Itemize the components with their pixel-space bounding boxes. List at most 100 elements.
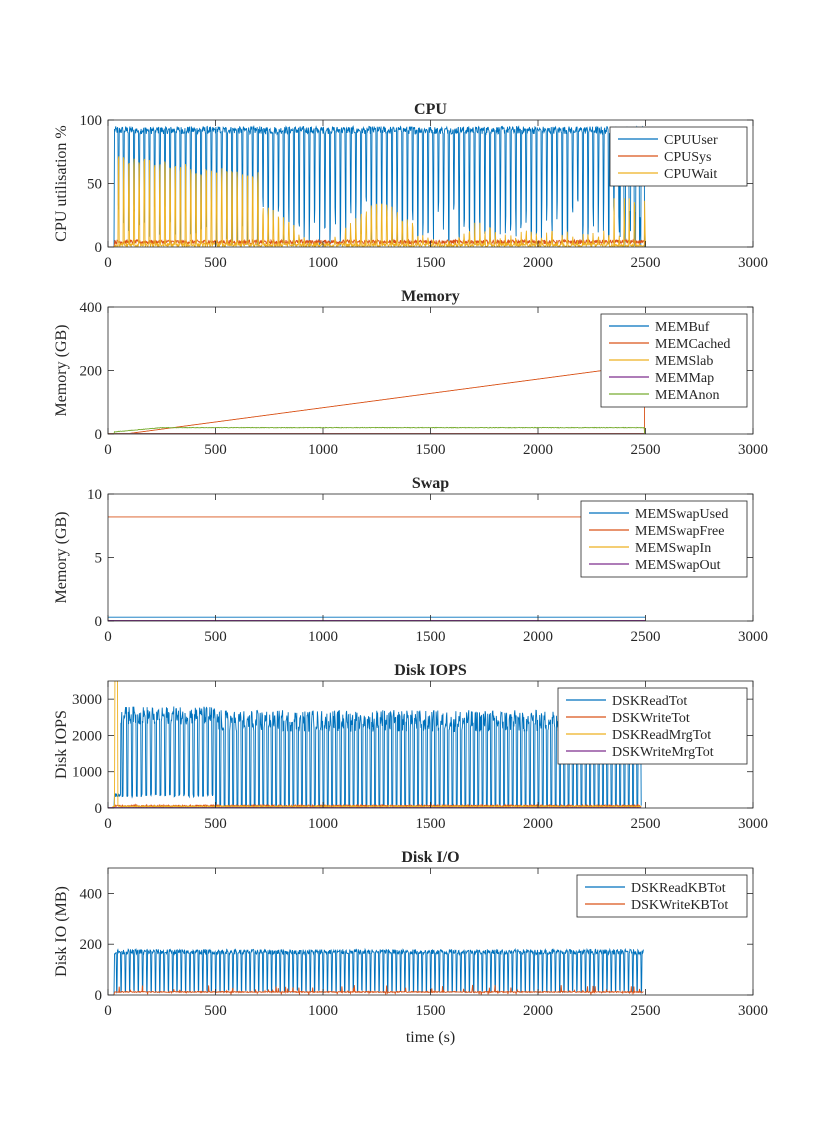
y-tick-label: 0 [95, 614, 103, 630]
x-tick-label: 2000 [523, 255, 553, 271]
series-line-dskreadkbtot [108, 947, 644, 995]
series-group [108, 947, 644, 995]
x-tick-label: 1000 [308, 629, 338, 645]
x-tick-label: 2500 [631, 255, 661, 271]
x-tick-label: 500 [204, 1003, 227, 1019]
y-axis-label: Disk IO (MB) [53, 886, 70, 977]
legend: CPUUser CPUSys CPUWait [609, 126, 748, 187]
legend-entry-dskreadtot: DSKReadTot [612, 694, 687, 709]
series-group [108, 681, 642, 808]
x-tick-label: 1000 [308, 255, 338, 271]
chart-title: Disk I/O [401, 849, 459, 866]
legend: MEMBuf MEMCached MEMSlab MEMMap MEMAnon [600, 313, 748, 408]
x-tick-label: 0 [104, 1003, 112, 1019]
chart-title: Memory [401, 288, 460, 305]
x-tick-label: 500 [204, 629, 227, 645]
series-line-dskwritekbtot [108, 984, 644, 995]
legend-entry-memswapout: MEMSwapOut [635, 558, 721, 573]
legend-entry-membuf: MEMBuf [655, 320, 710, 335]
legend-box [580, 500, 748, 578]
x-tick-label: 0 [104, 442, 112, 458]
y-tick-label: 0 [95, 801, 103, 817]
x-tick-label: 1500 [416, 442, 446, 458]
x-tick-label: 3000 [738, 1003, 768, 1019]
legend-entry-memswapused: MEMSwapUsed [635, 507, 728, 522]
series-line-memanon [108, 426, 646, 434]
y-axis-label: Disk IOPS [53, 710, 70, 779]
legend-entry-memanon: MEMAnon [655, 388, 720, 403]
y-tick-label: 3000 [72, 692, 102, 708]
legend-entry-memslab: MEMSlab [655, 354, 713, 369]
legend-entry-cpuwait: CPUWait [664, 167, 717, 182]
legend-entry-dskwritemrgtot: DSKWriteMrgTot [612, 745, 714, 760]
x-tick-label: 500 [204, 442, 227, 458]
legend-entry-dskreadkbtot: DSKReadKBTot [631, 881, 726, 896]
chart-title: CPU [414, 101, 447, 118]
x-tick-label: 0 [104, 816, 112, 832]
y-tick-label: 0 [95, 240, 103, 256]
y-axis-label: CPU utilisation % [53, 125, 70, 241]
y-tick-label: 50 [87, 177, 102, 193]
legend: MEMSwapUsed MEMSwapFree MEMSwapIn MEMSwapOu… [580, 500, 748, 578]
y-tick-label: 200 [80, 364, 103, 380]
y-tick-label: 0 [95, 988, 103, 1004]
y-tick-label: 0 [95, 427, 103, 443]
x-tick-label: 1000 [308, 442, 338, 458]
legend-entry-memcached: MEMCached [655, 337, 730, 352]
x-tick-label: 2000 [523, 442, 553, 458]
x-tick-label: 0 [104, 255, 112, 271]
legend: DSKReadKBTot DSKWriteKBTot [576, 874, 748, 918]
chart-title: Disk IOPS [394, 662, 467, 679]
x-tick-label: 2500 [631, 442, 661, 458]
legend-entry-dskwritekbtot: DSKWriteKBTot [631, 898, 728, 913]
y-axis-label: Memory (GB) [53, 512, 70, 604]
series-line-dskreadmrgtot [108, 681, 642, 808]
chart-title: Swap [412, 475, 449, 492]
x-tick-label: 1500 [416, 629, 446, 645]
series-line-memcached [108, 364, 646, 434]
x-tick-label: 1500 [416, 255, 446, 271]
y-tick-label: 400 [80, 300, 103, 316]
x-tick-label: 1500 [416, 816, 446, 832]
x-tick-label: 1000 [308, 1003, 338, 1019]
x-tick-label: 1000 [308, 816, 338, 832]
x-tick-label: 2000 [523, 629, 553, 645]
y-tick-label: 10 [87, 487, 102, 503]
legend-box [576, 874, 748, 918]
x-tick-label: 2500 [631, 816, 661, 832]
series-group [108, 516, 646, 621]
y-tick-label: 1000 [72, 765, 102, 781]
x-tick-label: 0 [104, 629, 112, 645]
x-tick-label: 2000 [523, 816, 553, 832]
x-tick-label: 3000 [738, 442, 768, 458]
y-tick-label: 100 [80, 113, 103, 129]
y-tick-label: 5 [95, 551, 103, 567]
x-tick-label: 3000 [738, 816, 768, 832]
legend-entry-dskreadmrgtot: DSKReadMrgTot [612, 728, 711, 743]
chart-panel-4: Disk I/O Disk IO (MB) time (s) 0 500 1000 1500… [53, 849, 768, 1046]
y-tick-label: 200 [80, 937, 103, 953]
x-tick-label: 2500 [631, 1003, 661, 1019]
legend-entry-memswapin: MEMSwapIn [635, 541, 711, 556]
legend: DSKReadTot DSKWriteTot DSKReadMrgTot DSKWri… [557, 687, 748, 765]
legend-entry-cpuuser: CPUUser [664, 133, 718, 148]
legend-entry-dskwritetot: DSKWriteTot [612, 711, 690, 726]
x-tick-label: 2000 [523, 1003, 553, 1019]
x-axis-label: time (s) [406, 1029, 455, 1046]
series-line-cpuwait [108, 156, 646, 247]
legend-entry-memswapfree: MEMSwapFree [635, 524, 724, 539]
series-group [108, 124, 646, 247]
x-tick-label: 2500 [631, 629, 661, 645]
legend-entry-memmap: MEMMap [655, 371, 714, 386]
x-tick-label: 500 [204, 255, 227, 271]
chart-panel-2: Swap Memory (GB) 0 500 1000 1500 2000 2500 3000 0… [53, 475, 768, 645]
y-axis-label: Memory (GB) [53, 325, 70, 417]
x-tick-label: 1500 [416, 1003, 446, 1019]
x-tick-label: 500 [204, 816, 227, 832]
x-tick-label: 3000 [738, 629, 768, 645]
x-tick-label: 3000 [738, 255, 768, 271]
legend-entry-cpusys: CPUSys [664, 150, 711, 165]
